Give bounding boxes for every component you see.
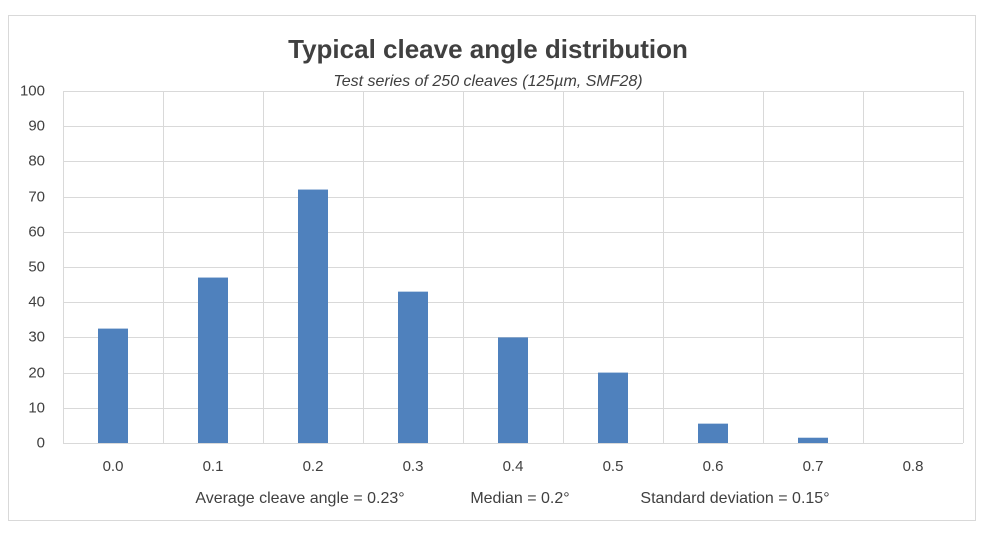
x-tick-label: 0.4: [503, 458, 524, 475]
x-tick-label: 0.3: [403, 458, 424, 475]
bar: [798, 437, 828, 443]
annotation: Average cleave angle = 0.23°: [195, 490, 404, 507]
bar: [98, 328, 128, 443]
y-tick-label: 100: [20, 82, 45, 99]
bar: [398, 291, 428, 443]
bar: [598, 372, 628, 443]
x-tick-label: 0.1: [203, 458, 224, 475]
bar: [298, 189, 328, 443]
chart-title: Typical cleave angle distribution: [288, 34, 688, 64]
annotation: Standard deviation = 0.15°: [640, 490, 829, 507]
y-tick-label: 70: [28, 188, 45, 205]
y-tick-label: 90: [28, 117, 45, 134]
y-tick-label: 20: [28, 364, 45, 381]
chart-subtitle: Test series of 250 cleaves (125µm, SMF28…: [333, 73, 642, 90]
y-tick-label: 30: [28, 328, 45, 345]
y-tick-label: 60: [28, 223, 45, 240]
bar: [198, 277, 228, 443]
x-tick-label: 0.8: [903, 458, 924, 475]
y-tick-label: 40: [28, 293, 45, 310]
y-tick-label: 0: [37, 434, 45, 451]
y-tick-label: 80: [28, 152, 45, 169]
annotation: Median = 0.2°: [470, 490, 569, 507]
x-tick-label: 0.5: [603, 458, 624, 475]
x-tick-label: 0.0: [103, 458, 124, 475]
x-tick-label: 0.2: [303, 458, 324, 475]
x-tick-label: 0.7: [803, 458, 824, 475]
y-tick-label: 50: [28, 258, 45, 275]
bar: [698, 423, 728, 443]
bar: [498, 337, 528, 443]
x-tick-label: 0.6: [703, 458, 724, 475]
y-tick-label: 10: [28, 399, 45, 416]
